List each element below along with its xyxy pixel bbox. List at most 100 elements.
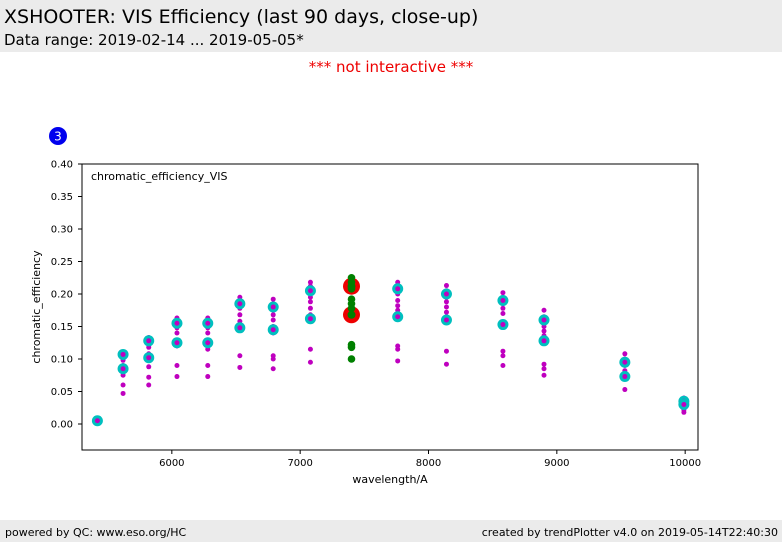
magenta-point (681, 409, 687, 415)
y-tick-label: 0.35 (51, 192, 73, 203)
magenta-point (500, 305, 506, 311)
magenta-point (500, 363, 506, 368)
magenta-point (622, 351, 628, 357)
magenta-point (307, 299, 313, 305)
magenta-point (541, 361, 547, 367)
x-tick-label: 7000 (287, 458, 312, 469)
green-point (347, 355, 356, 363)
magenta-point (395, 298, 401, 303)
cyan-point-centre (622, 359, 628, 365)
magenta-point (541, 366, 547, 372)
x-tick-label: 9000 (544, 458, 569, 469)
cyan-point-centre (237, 301, 243, 307)
cyan-point-centre (237, 325, 243, 331)
x-tick-label: 6000 (159, 458, 184, 469)
magenta-point (395, 346, 401, 352)
x-axis: 6000 7000 8000 9000 10000 (159, 450, 701, 469)
cyan-point-centre (500, 322, 506, 328)
magenta-point (541, 307, 547, 313)
y-tick-label: 0.30 (51, 225, 73, 236)
cyan-point-centre (622, 374, 628, 380)
badge: 3 (49, 127, 67, 145)
x-axis-label: wavelength/A (352, 473, 428, 486)
magenta-point (443, 309, 449, 315)
cyan-point-centre (395, 314, 401, 320)
magenta-point (500, 348, 506, 354)
cyan-point-centre (205, 320, 211, 326)
chart-annotation: chromatic_efficiency_VIS (91, 170, 227, 183)
magenta-point (541, 372, 547, 378)
magenta-point (120, 382, 126, 388)
magenta-point (541, 328, 547, 334)
y-tick-label: 0.20 (51, 290, 73, 301)
cyan-point-centre (395, 286, 401, 292)
x-tick-label: 10000 (669, 458, 701, 469)
page-title: XSHOOTER: VIS Efficiency (last 90 days, … (4, 6, 479, 28)
green-point (347, 285, 356, 293)
cyan-point-centre (443, 317, 449, 323)
magenta-point (307, 279, 313, 285)
cyan-point-centre (174, 320, 180, 326)
magenta-point (395, 358, 401, 364)
magenta-point (443, 361, 449, 367)
magenta-point (174, 330, 180, 336)
cyan-point-centre (307, 288, 313, 294)
magenta-point (500, 311, 506, 316)
cyan-point-centre (205, 340, 211, 346)
cyan-point-centre (500, 298, 506, 303)
cyan-point-centre (541, 317, 547, 323)
magenta-point (205, 330, 211, 336)
cyan-point-centre (120, 351, 126, 357)
magenta-point (500, 353, 506, 359)
magenta-point (205, 363, 211, 368)
magenta-point (270, 296, 276, 302)
y-tick-label: 0.05 (51, 387, 73, 398)
magenta-point (270, 317, 276, 323)
y-tick-label: 0.15 (51, 322, 73, 333)
magenta-point (205, 374, 211, 380)
cyan-point-centre (94, 418, 100, 424)
magenta-point (443, 299, 449, 305)
data-points (91, 273, 690, 427)
magenta-point (237, 312, 243, 318)
y-tick-label: 0.10 (51, 355, 73, 366)
data-range-subtitle: Data range: 2019-02-14 ... 2019-05-05* (4, 31, 304, 49)
magenta-point (622, 387, 628, 393)
footer-credit: powered by QC: www.eso.org/HC (5, 526, 187, 539)
plot-frame (81, 163, 699, 451)
cyan-point-centre (443, 291, 449, 297)
magenta-point (443, 348, 449, 354)
magenta-point (146, 364, 152, 370)
y-tick-label: 0.00 (51, 420, 73, 431)
green-point (347, 304, 356, 313)
badge-circle (49, 127, 67, 145)
cyan-point-centre (146, 355, 152, 361)
magenta-point (395, 303, 401, 309)
x-tick-label: 8000 (416, 458, 441, 469)
magenta-point (270, 356, 276, 362)
green-point (347, 278, 356, 287)
green-point (347, 343, 356, 352)
magenta-point (500, 290, 506, 296)
not-interactive-notice: *** not interactive *** (308, 58, 474, 76)
magenta-point (237, 364, 243, 370)
magenta-point (443, 283, 449, 289)
cyan-point-centre (681, 402, 687, 407)
y-axis-label: chromatic_efficiency (30, 250, 43, 364)
magenta-point (443, 304, 449, 310)
magenta-point (307, 359, 313, 365)
magenta-point (146, 374, 152, 380)
magenta-point (307, 305, 313, 311)
cyan-point-centre (541, 338, 547, 344)
magenta-point (174, 374, 180, 380)
y-tick-label: 0.25 (51, 257, 73, 268)
footer-bar: powered by QC: www.eso.org/HC created by… (0, 520, 782, 542)
badge-number: 3 (54, 130, 62, 144)
cyan-point-centre (174, 340, 180, 346)
magenta-point (270, 312, 276, 318)
cyan-point-centre (146, 338, 152, 344)
magenta-point (174, 363, 180, 368)
footer-generator: created by trendPlotter v4.0 on 2019-05-… (481, 526, 778, 539)
cyan-point-centre (120, 366, 126, 372)
